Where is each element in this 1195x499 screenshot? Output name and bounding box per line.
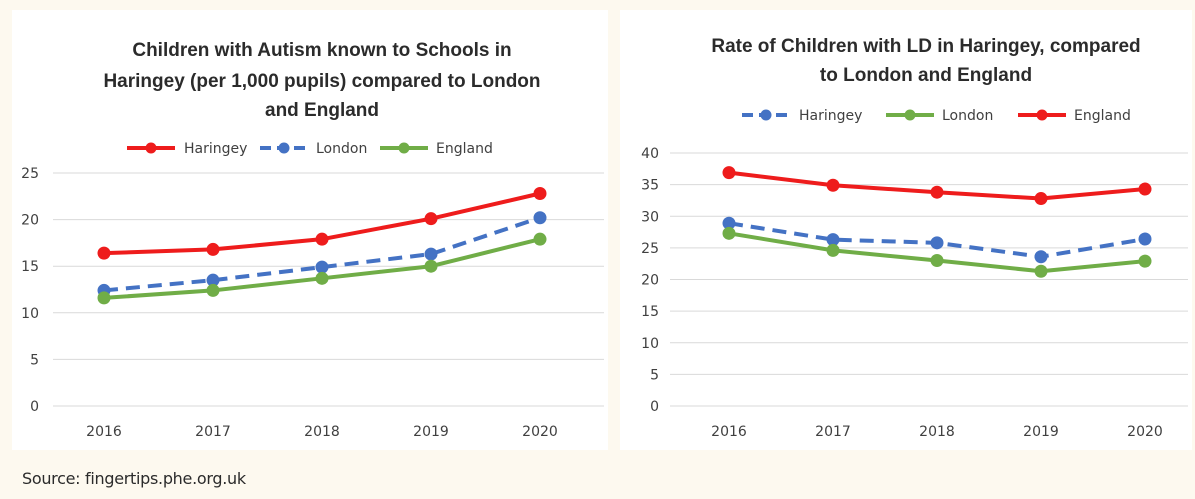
legend-item-haringey: Haringey xyxy=(742,108,862,124)
x-tick-label: 2020 xyxy=(522,424,558,440)
data-point-london xyxy=(826,243,840,257)
legend-label: England xyxy=(436,141,493,157)
x-tick-label: 2016 xyxy=(86,424,122,440)
x-tick-label: 2019 xyxy=(1023,424,1059,440)
data-point-england xyxy=(1138,182,1152,196)
data-point-haringey xyxy=(533,187,547,201)
x-tick-label: 2016 xyxy=(711,424,747,440)
data-point-london xyxy=(533,211,547,225)
y-tick-label: 0 xyxy=(650,399,659,415)
data-point-haringey xyxy=(206,242,220,256)
ld-chart: Rate of Children with LD in Haringey, co… xyxy=(641,36,1188,440)
chart-title-line: and England xyxy=(265,100,379,121)
legend-swatch-marker xyxy=(398,142,410,154)
series-line-london xyxy=(103,215,541,293)
data-point-haringey xyxy=(424,212,438,226)
data-point-england xyxy=(315,271,329,285)
data-point-england xyxy=(533,232,547,246)
y-tick-label: 20 xyxy=(641,273,659,289)
data-point-haringey xyxy=(930,236,944,250)
data-point-haringey xyxy=(1034,250,1048,264)
y-tick-label: 5 xyxy=(30,352,39,368)
x-tick-label: 2017 xyxy=(195,424,231,440)
y-tick-label: 30 xyxy=(641,209,659,225)
data-point-england xyxy=(424,259,438,273)
data-point-london xyxy=(424,247,438,261)
data-point-haringey xyxy=(722,216,736,230)
x-tick-label: 2018 xyxy=(919,424,955,440)
y-tick-label: 25 xyxy=(21,166,39,182)
y-tick-label: 5 xyxy=(650,367,659,383)
y-tick-label: 10 xyxy=(641,336,659,352)
ld-chart-panel: Rate of Children with LD in Haringey, co… xyxy=(620,10,1192,450)
chart-title-line: Rate of Children with LD in Haringey, co… xyxy=(711,36,1140,57)
legend-swatch-marker xyxy=(1036,109,1048,121)
legend-item-haringey: Haringey xyxy=(127,141,247,157)
legend-label: London xyxy=(316,141,367,157)
data-point-london xyxy=(1034,264,1048,278)
data-point-england xyxy=(1034,192,1048,206)
legend-swatch-marker xyxy=(904,109,916,121)
data-point-london xyxy=(315,260,329,274)
chart-title-line: Haringey (per 1,000 pupils) compared to … xyxy=(103,71,540,92)
data-point-england xyxy=(826,178,840,192)
x-tick-label: 2018 xyxy=(304,424,340,440)
legend-label: London xyxy=(942,108,993,124)
legend-label: England xyxy=(1074,108,1131,124)
legend-item-london: London xyxy=(260,141,367,157)
chart-title-line: Children with Autism known to Schools in xyxy=(132,40,511,61)
legend-swatch-marker xyxy=(760,109,772,121)
x-tick-label: 2020 xyxy=(1127,424,1163,440)
autism-chart-panel: Children with Autism known to Schools in… xyxy=(12,10,608,450)
data-point-haringey xyxy=(315,232,329,246)
legend-item-england: England xyxy=(380,141,493,157)
legend-item-london: London xyxy=(886,108,993,124)
y-tick-label: 35 xyxy=(641,178,659,194)
y-tick-label: 10 xyxy=(21,306,39,322)
y-tick-label: 15 xyxy=(641,304,659,320)
chart-title-line: to London and England xyxy=(820,65,1032,86)
y-tick-label: 40 xyxy=(641,146,659,162)
autism-chart: Children with Autism known to Schools in… xyxy=(21,40,604,440)
data-point-england xyxy=(930,185,944,199)
x-tick-label: 2019 xyxy=(413,424,449,440)
data-point-england xyxy=(206,283,220,297)
y-tick-label: 25 xyxy=(641,241,659,257)
legend-label: Haringey xyxy=(799,108,862,124)
source-note: Source: fingertips.phe.org.uk xyxy=(22,469,246,488)
legend-swatch-marker xyxy=(145,142,157,154)
y-tick-label: 20 xyxy=(21,213,39,229)
legend-swatch-marker xyxy=(278,142,290,154)
data-point-london xyxy=(930,254,944,268)
legend-item-england: England xyxy=(1018,108,1131,124)
data-point-haringey xyxy=(1138,232,1152,246)
data-point-london xyxy=(1138,254,1152,268)
data-point-haringey xyxy=(97,246,111,260)
y-tick-label: 0 xyxy=(30,399,39,415)
data-point-england xyxy=(722,166,736,180)
data-point-haringey xyxy=(826,233,840,247)
data-point-london xyxy=(722,226,736,240)
x-tick-label: 2017 xyxy=(815,424,851,440)
data-point-england xyxy=(97,291,111,305)
legend-label: Haringey xyxy=(184,141,247,157)
y-tick-label: 15 xyxy=(21,259,39,275)
data-point-london xyxy=(206,273,220,287)
